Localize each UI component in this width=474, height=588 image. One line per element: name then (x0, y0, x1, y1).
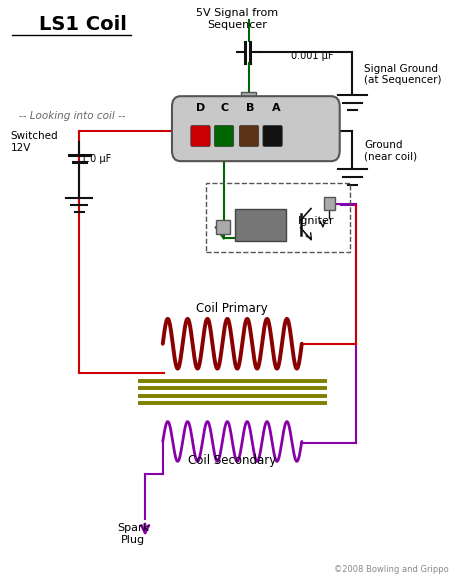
Bar (241, 92, 256, 107)
Text: ©2008 Bowling and Grippo: ©2008 Bowling and Grippo (334, 564, 449, 573)
Text: Coil Secondary: Coil Secondary (188, 455, 276, 467)
Text: Coil Primary: Coil Primary (196, 302, 268, 315)
FancyBboxPatch shape (263, 125, 282, 146)
Text: 5V Signal from
Sequencer: 5V Signal from Sequencer (196, 8, 278, 30)
Text: 0.001 μF: 0.001 μF (291, 51, 334, 61)
Bar (216, 220, 230, 234)
FancyBboxPatch shape (239, 125, 259, 146)
Text: A: A (272, 103, 281, 113)
Text: Signal Ground
(at Sequencer): Signal Ground (at Sequencer) (364, 64, 442, 85)
Text: Igniter: Igniter (298, 216, 335, 226)
Text: -- Looking into coil --: -- Looking into coil -- (19, 111, 125, 121)
FancyBboxPatch shape (191, 125, 210, 146)
Text: D: D (196, 103, 205, 113)
FancyBboxPatch shape (214, 125, 234, 146)
Text: Ground
(near coil): Ground (near coil) (364, 140, 417, 162)
Bar (324, 198, 335, 211)
Text: 1.0 μF: 1.0 μF (82, 155, 112, 165)
Text: B: B (246, 103, 255, 113)
Bar (206, 183, 350, 252)
Bar (235, 209, 286, 241)
Text: C: C (220, 103, 228, 113)
Text: LS1 Coil: LS1 Coil (39, 15, 127, 34)
Text: Spark
Plug: Spark Plug (117, 523, 149, 544)
Text: Switched
12V: Switched 12V (11, 131, 58, 153)
FancyBboxPatch shape (172, 96, 340, 161)
